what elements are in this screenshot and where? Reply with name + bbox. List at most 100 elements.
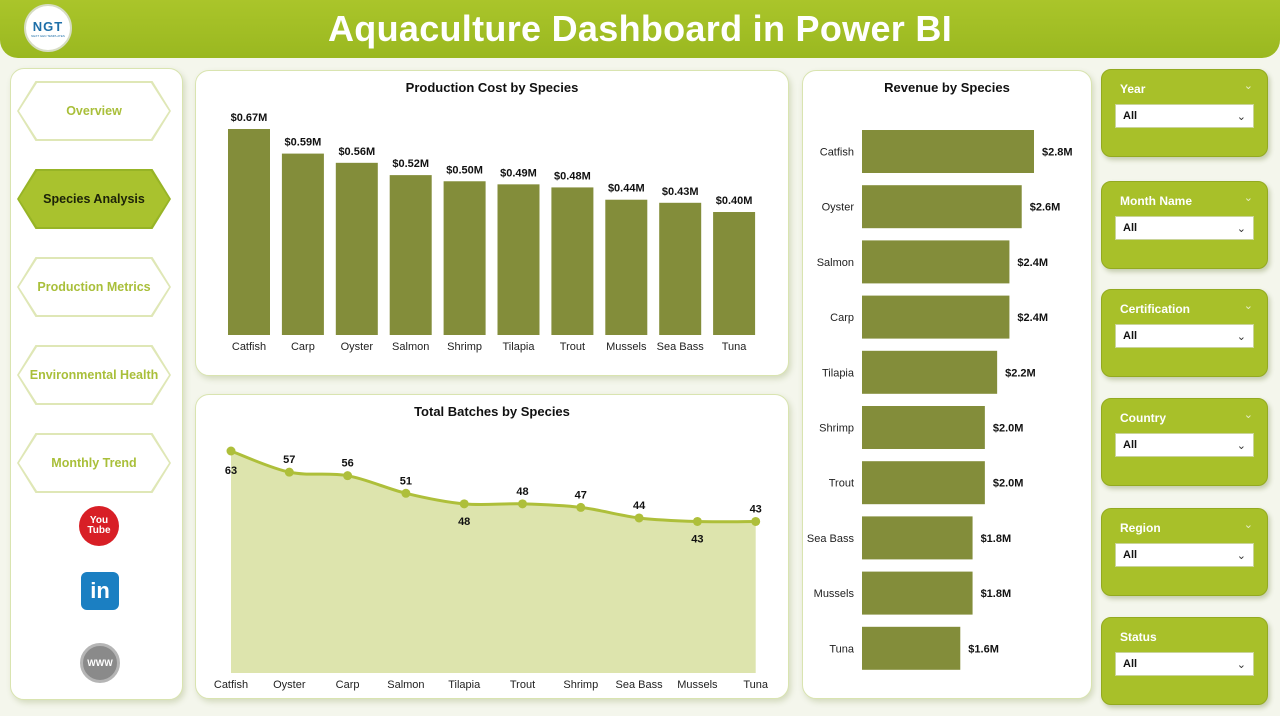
slicer-month-name-dropdown[interactable]: All ⌄: [1115, 216, 1254, 240]
slicer-month-name-label: Month Name: [1120, 194, 1192, 208]
batches-point-tilapia: [459, 499, 469, 509]
slicer-month-name-value: All: [1123, 222, 1138, 234]
slicer-year[interactable]: Year ⌄ All ⌄: [1101, 69, 1268, 157]
slicer-certification-dropdown[interactable]: All ⌄: [1115, 324, 1254, 348]
batches-tick-sea-bass: Sea Bass: [616, 679, 664, 691]
website-globe-icon[interactable]: WWW: [80, 643, 120, 683]
batches-point-tuna: [751, 516, 761, 526]
nav-overview-button[interactable]: Overview: [17, 81, 171, 141]
chevron-down-icon: ⌄: [1236, 330, 1246, 343]
revenue-data-label-carp: $2.4M: [1017, 312, 1048, 324]
cost-bar-carp: [281, 153, 324, 335]
chevron-up-icon[interactable]: ⌄: [1243, 409, 1253, 421]
batches-point-carp: [343, 471, 353, 481]
youtube-icon-text-top: You: [89, 515, 109, 526]
batches-tick-salmon: Salmon: [387, 679, 424, 691]
nav-production-metrics-button[interactable]: Production Metrics: [17, 257, 171, 317]
nav-panel: Overview Species Analysis Production Met…: [10, 68, 183, 700]
revenue-bar-tuna: [862, 626, 961, 670]
total-batches-chart-title: Total Batches by Species: [414, 404, 570, 419]
batches-point-oyster: [284, 467, 294, 477]
total-batches-chart-card: Total Batches by Species 63 Catfish 57 Oyst…: [195, 394, 789, 699]
revenue-tick-trout: Trout: [829, 478, 854, 490]
slicer-year-dropdown[interactable]: All ⌄: [1115, 104, 1254, 128]
cost-tick-carp: Carp: [291, 341, 315, 353]
batches-data-label-carp: 56: [341, 458, 353, 470]
linkedin-icon[interactable]: in: [81, 572, 119, 610]
batches-point-sea-bass: [634, 513, 644, 523]
revenue-tick-tuna: Tuna: [829, 643, 855, 655]
slicer-region[interactable]: Region ⌄ All ⌄: [1101, 508, 1268, 596]
production-cost-chart-title: Production Cost by Species: [405, 80, 579, 95]
cost-tick-tilapia: Tilapia: [503, 341, 536, 353]
chevron-down-icon: ⌄: [1236, 549, 1246, 562]
slicer-certification[interactable]: Certification ⌄ All ⌄: [1101, 289, 1268, 377]
batches-tick-carp: Carp: [336, 679, 360, 691]
batches-data-label-salmon: 51: [400, 475, 412, 487]
chevron-up-icon[interactable]: ⌄: [1243, 192, 1253, 204]
revenue-tick-carp: Carp: [830, 312, 854, 324]
slicer-status-dropdown[interactable]: All ⌄: [1115, 652, 1254, 676]
revenue-data-label-trout: $2.0M: [993, 478, 1024, 490]
batches-data-label-tuna: 43: [750, 503, 762, 515]
cost-tick-oyster: Oyster: [341, 341, 374, 353]
cost-data-label-shrimp: $0.50M: [446, 164, 483, 176]
revenue-tick-sea-bass: Sea Bass: [807, 533, 855, 545]
batches-point-shrimp: [576, 502, 586, 512]
chevron-up-icon[interactable]: ⌄: [1243, 300, 1253, 312]
nav-environmental-health-button[interactable]: Environmental Health: [17, 345, 171, 405]
chevron-down-icon: ⌄: [1236, 439, 1246, 452]
revenue-bar-catfish: [862, 130, 1034, 173]
slicer-region-value: All: [1123, 549, 1138, 561]
youtube-icon[interactable]: You Tube: [79, 506, 119, 546]
revenue-data-label-oyster: $2.6M: [1030, 202, 1061, 214]
slicer-country-dropdown[interactable]: All ⌄: [1115, 433, 1254, 457]
cost-data-label-oyster: $0.56M: [338, 146, 375, 158]
page-title: Aquaculture Dashboard in Power BI: [328, 8, 952, 49]
slicer-region-label: Region: [1120, 521, 1161, 535]
cost-data-label-catfish: $0.67M: [231, 112, 268, 124]
slicer-month-name[interactable]: Month Name ⌄ All ⌄: [1101, 181, 1268, 269]
slicer-status-label: Status: [1120, 630, 1157, 644]
batches-area-fill: [231, 451, 756, 673]
slicer-certification-label: Certification: [1120, 302, 1191, 316]
chevron-up-icon[interactable]: ⌄: [1243, 80, 1253, 92]
cost-bar-tuna: [713, 212, 756, 335]
cost-data-label-mussels: $0.44M: [608, 183, 645, 195]
revenue-chart: Catfish $2.8M Oyster $2.6M Salmon $2.4M Carp $2…: [807, 130, 1073, 670]
batches-point-catfish: [226, 446, 236, 456]
cost-bar-salmon: [389, 175, 432, 335]
revenue-data-label-catfish: $2.8M: [1042, 147, 1073, 159]
slicer-year-value: All: [1123, 110, 1138, 122]
batches-data-label-tilapia: 48: [458, 516, 470, 528]
cost-bar-tilapia: [497, 184, 540, 335]
slicer-year-label: Year: [1120, 82, 1146, 96]
revenue-data-label-salmon: $2.4M: [1017, 257, 1048, 269]
revenue-bar-mussels: [862, 571, 973, 615]
revenue-bar-oyster: [862, 185, 1022, 229]
cost-data-label-salmon: $0.52M: [392, 158, 429, 170]
batches-tick-tilapia: Tilapia: [448, 679, 481, 691]
chevron-up-icon[interactable]: ⌄: [1243, 519, 1253, 531]
cost-tick-trout: Trout: [560, 341, 585, 353]
nav-monthly-trend-label: Monthly Trend: [19, 435, 169, 491]
company-logo[interactable]: NGT NEXT GEN TEMPLATES: [24, 4, 72, 52]
revenue-tick-mussels: Mussels: [814, 588, 855, 600]
slicer-region-dropdown[interactable]: All ⌄: [1115, 543, 1254, 567]
revenue-data-label-sea-bass: $1.8M: [981, 533, 1012, 545]
youtube-icon-text-bottom: Tube: [87, 525, 111, 536]
revenue-data-label-tilapia: $2.2M: [1005, 367, 1036, 379]
nav-monthly-trend-button[interactable]: Monthly Trend: [17, 433, 171, 493]
cost-tick-mussels: Mussels: [606, 341, 647, 353]
nav-environmental-health-label: Environmental Health: [19, 347, 169, 403]
chevron-down-icon: ⌄: [1236, 658, 1246, 671]
batches-tick-tuna: Tuna: [743, 679, 769, 691]
nav-species-analysis-button[interactable]: Species Analysis: [17, 169, 171, 229]
cost-bar-oyster: [335, 162, 378, 335]
slicer-status[interactable]: Status All ⌄: [1101, 617, 1268, 705]
batches-point-salmon: [401, 488, 411, 498]
batches-data-label-mussels: 43: [691, 533, 703, 545]
slicer-country[interactable]: Country ⌄ All ⌄: [1101, 398, 1268, 486]
revenue-bar-tilapia: [862, 350, 998, 394]
revenue-bar-shrimp: [862, 406, 985, 449]
